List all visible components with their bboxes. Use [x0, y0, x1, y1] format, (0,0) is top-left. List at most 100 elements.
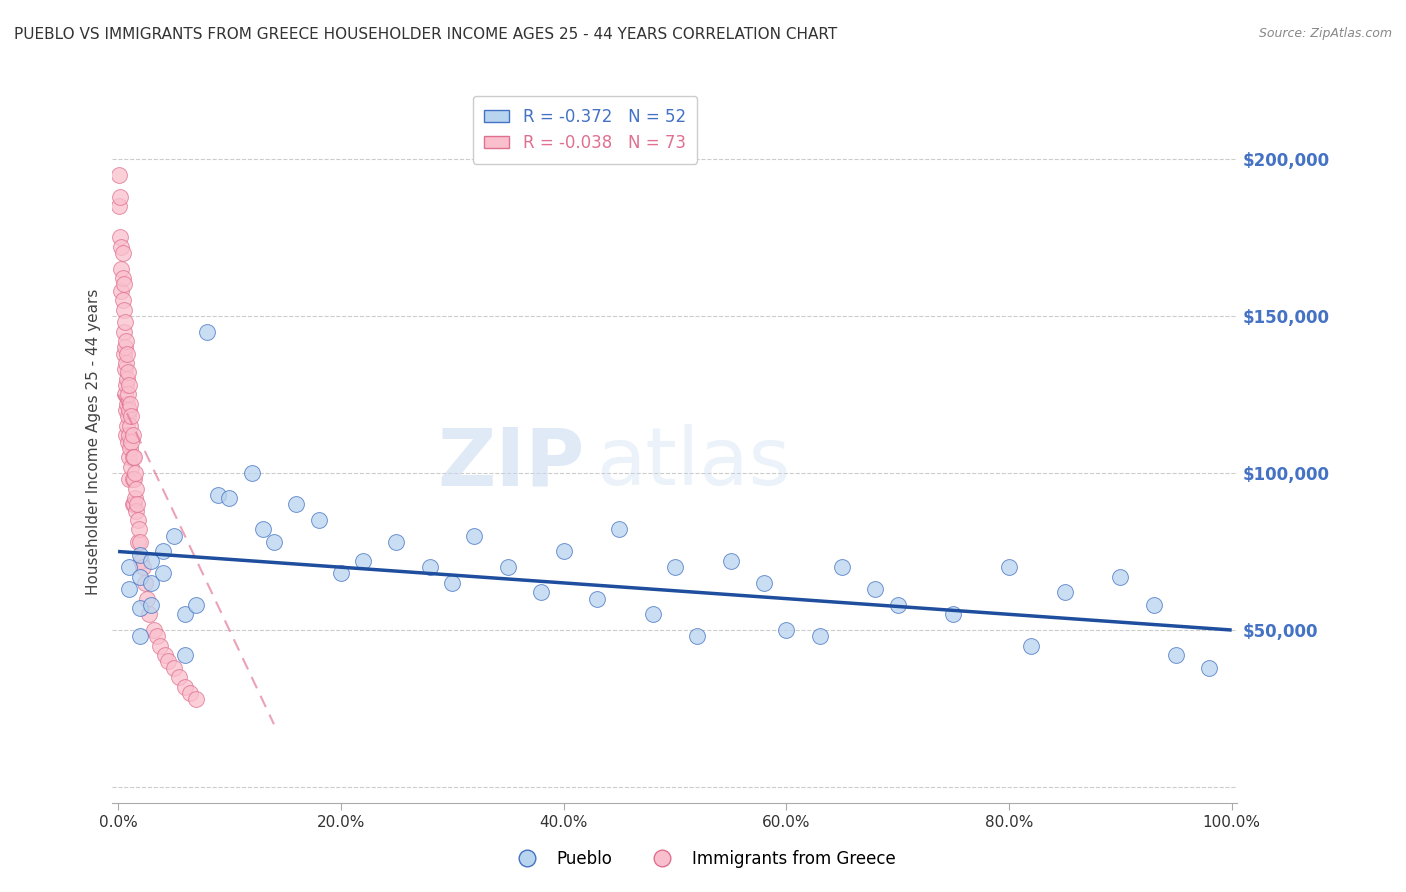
Point	[117, 366, 139, 380]
Point	[308, 513, 330, 527]
Point	[115, 346, 138, 360]
Point	[886, 598, 908, 612]
Point	[129, 535, 152, 549]
Legend: Pueblo, Immigrants from Greece: Pueblo, Immigrants from Greece	[503, 844, 903, 875]
Point	[134, 575, 156, 590]
Point	[112, 302, 135, 317]
Point	[114, 340, 136, 354]
Point	[118, 403, 141, 417]
Point	[136, 591, 159, 606]
Point	[118, 560, 141, 574]
Point	[169, 670, 191, 684]
Point	[121, 450, 143, 465]
Point	[179, 686, 201, 700]
Point	[108, 199, 131, 213]
Point	[184, 598, 207, 612]
Point	[607, 523, 630, 537]
Point	[152, 566, 174, 581]
Point	[1109, 569, 1132, 583]
Text: atlas: atlas	[596, 425, 790, 502]
Point	[122, 472, 145, 486]
Text: ZIP: ZIP	[437, 425, 585, 502]
Point	[117, 434, 139, 449]
Point	[114, 362, 136, 376]
Point	[163, 529, 186, 543]
Point	[720, 554, 742, 568]
Text: PUEBLO VS IMMIGRANTS FROM GREECE HOUSEHOLDER INCOME AGES 25 - 44 YEARS CORRELATI: PUEBLO VS IMMIGRANTS FROM GREECE HOUSEHO…	[14, 27, 838, 42]
Point	[127, 535, 149, 549]
Point	[263, 535, 285, 549]
Point	[553, 544, 575, 558]
Point	[664, 560, 686, 574]
Legend: R = -0.372   N = 52, R = -0.038   N = 73: R = -0.372 N = 52, R = -0.038 N = 73	[472, 95, 697, 163]
Point	[111, 271, 134, 285]
Point	[115, 397, 138, 411]
Point	[115, 334, 138, 348]
Point	[114, 387, 136, 401]
Point	[124, 491, 146, 505]
Point	[252, 523, 274, 537]
Point	[127, 513, 149, 527]
Point	[122, 450, 145, 465]
Point	[163, 661, 186, 675]
Text: Source: ZipAtlas.com: Source: ZipAtlas.com	[1258, 27, 1392, 40]
Point	[218, 491, 240, 505]
Point	[118, 450, 141, 465]
Point	[118, 582, 141, 597]
Point	[120, 434, 142, 449]
Point	[998, 560, 1021, 574]
Point	[115, 372, 138, 386]
Point	[129, 629, 152, 643]
Point	[752, 575, 775, 590]
Point	[141, 554, 163, 568]
Point	[138, 607, 160, 622]
Point	[114, 315, 136, 329]
Point	[530, 585, 553, 599]
Point	[207, 488, 229, 502]
Point	[285, 497, 308, 511]
Point	[686, 629, 709, 643]
Point	[115, 378, 138, 392]
Point	[118, 428, 141, 442]
Point	[122, 497, 145, 511]
Point	[173, 648, 195, 662]
Point	[153, 648, 176, 662]
Point	[112, 277, 135, 292]
Point	[1053, 585, 1076, 599]
Point	[108, 168, 131, 182]
Point	[865, 582, 887, 597]
Point	[121, 497, 143, 511]
Point	[808, 629, 831, 643]
Point	[385, 535, 408, 549]
Point	[149, 639, 172, 653]
Point	[329, 566, 352, 581]
Point	[141, 598, 163, 612]
Point	[124, 466, 146, 480]
Point	[831, 560, 853, 574]
Point	[120, 459, 142, 474]
Point	[942, 607, 965, 622]
Point	[641, 607, 664, 622]
Point	[118, 378, 141, 392]
Y-axis label: Householder Income Ages 25 - 44 years: Householder Income Ages 25 - 44 years	[86, 288, 101, 595]
Point	[115, 428, 138, 442]
Point	[110, 261, 132, 276]
Point	[112, 325, 135, 339]
Point	[184, 692, 207, 706]
Point	[118, 472, 141, 486]
Point	[110, 189, 132, 203]
Point	[131, 554, 153, 568]
Point	[142, 623, 165, 637]
Point	[195, 325, 218, 339]
Point	[1143, 598, 1166, 612]
Point	[110, 240, 132, 254]
Point	[111, 293, 134, 308]
Point	[117, 409, 139, 424]
Point	[152, 544, 174, 558]
Point	[125, 482, 148, 496]
Point	[173, 680, 195, 694]
Point	[146, 629, 169, 643]
Point	[419, 560, 441, 574]
Point	[586, 591, 609, 606]
Point	[1198, 661, 1220, 675]
